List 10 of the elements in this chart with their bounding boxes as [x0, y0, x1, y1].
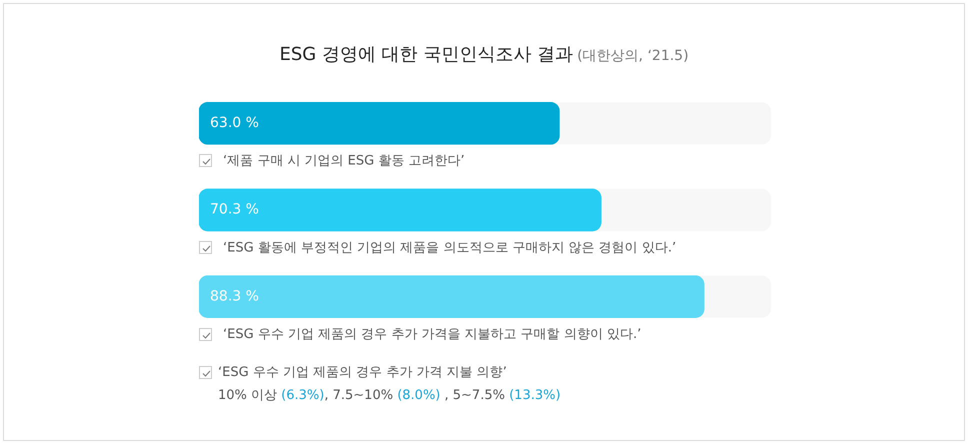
data-label: 70.3 % [210, 202, 259, 218]
chart-title: ESG 경영에 대한 국민인식조사 결과 [279, 44, 574, 65]
y-tick-label: ‘ESG 활동에 부정적인 기업의 제품을 의도적으로 구매하지 않은 경험이 있다.’ [223, 240, 676, 256]
y-tick-label: ‘제품 구매 시 기업의 ESG 활동 고려한다’ [223, 154, 465, 169]
text: 10% 이상 (6.3%), 7.5~10% (8.0%) , 5~7.5% (13.3%) [218, 387, 561, 405]
annotation: ‘ESG 우수 기업 제품의 경우 추가 가격 지불 의향’ [218, 364, 508, 382]
data-label: 63.0 % [210, 114, 259, 131]
data-label: 88.3 % [210, 288, 259, 304]
y-tick-label: ‘ESG 우수 기업 제품의 경우 추가 가격을 지불하고 구매할 의향이 있다.’ [223, 327, 642, 342]
chart-subtitle: (대한상의, ‘21.5) [577, 48, 689, 64]
